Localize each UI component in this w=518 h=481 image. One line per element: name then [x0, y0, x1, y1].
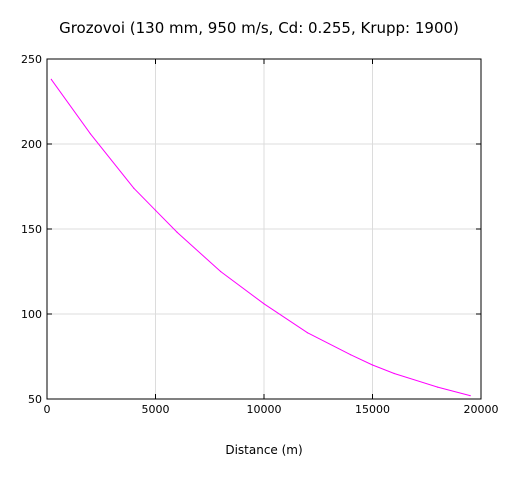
data-point — [350, 354, 352, 356]
data-point — [50, 78, 52, 80]
data-point — [371, 364, 374, 366]
data-point — [133, 187, 135, 189]
x-tick-label: 5000 — [142, 403, 170, 416]
y-tick-label: 100 — [21, 308, 42, 321]
grid-lines — [47, 59, 481, 399]
x-tick-labels: 0 5000 10000 15000 20000 — [44, 403, 499, 416]
x-tick-label: 10000 — [247, 403, 282, 416]
y-tick-label: 150 — [21, 223, 42, 236]
y-tick-label: 250 — [21, 53, 42, 66]
data-point — [176, 231, 178, 233]
x-tick-label: 20000 — [464, 403, 499, 416]
data-point — [89, 133, 91, 135]
x-tick-label: 0 — [44, 403, 51, 416]
data-point — [469, 395, 471, 397]
data-point — [220, 270, 222, 273]
data-points — [50, 78, 471, 397]
y-tick-label: 200 — [21, 138, 42, 151]
data-point — [437, 386, 439, 388]
y-tick-label: 50 — [28, 393, 42, 406]
x-axis-label: Distance (m) — [225, 443, 302, 457]
data-point — [393, 372, 395, 375]
chart-title: Grozovoi (130 mm, 950 m/s, Cd: 0.255, Kr… — [59, 19, 459, 37]
y-tick-labels: 50 100 150 200 250 — [21, 53, 42, 406]
data-point — [306, 332, 308, 334]
plot-frame — [46, 58, 482, 400]
data-point — [263, 303, 265, 305]
data-point — [154, 209, 157, 211]
x-tick-label: 15000 — [355, 403, 390, 416]
